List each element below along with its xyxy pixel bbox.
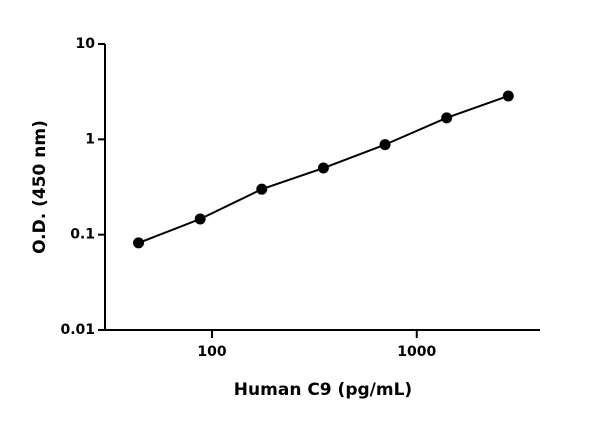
point	[502, 90, 514, 102]
point	[256, 183, 268, 195]
point	[441, 112, 453, 124]
y-axis-label: O.D. (450 nm)	[30, 120, 50, 254]
y-tick-label: 0.1	[70, 227, 95, 243]
x-tick-label: 1000	[397, 344, 436, 360]
x-tick-label: 100	[197, 344, 226, 360]
point	[317, 162, 329, 174]
point	[194, 213, 206, 225]
y-tick-label: 1	[85, 131, 95, 147]
point	[379, 139, 391, 151]
x-axis-label: Human C9 (pg/mL)	[234, 380, 412, 400]
point	[133, 237, 145, 249]
y-tick-label: 10	[76, 36, 96, 52]
y-tick-label: 0.01	[60, 322, 95, 338]
